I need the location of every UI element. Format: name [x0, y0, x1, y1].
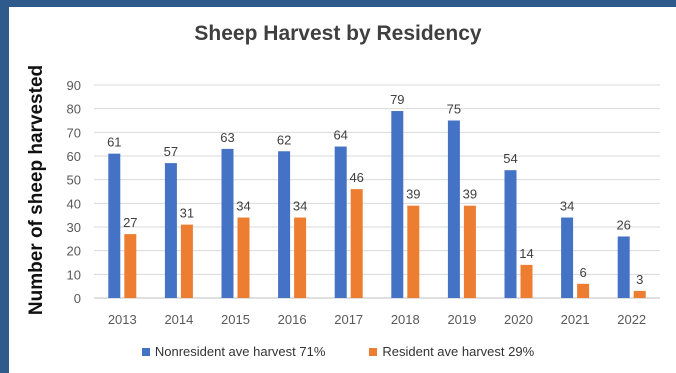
y-tick-label: 10 — [67, 267, 81, 282]
bar-resident — [577, 283, 590, 298]
data-label-resident: 27 — [123, 215, 137, 230]
x-tick-label: 2017 — [334, 312, 363, 327]
data-label-nonresident: 64 — [333, 128, 347, 143]
data-label-resident: 34 — [293, 199, 307, 214]
bar-resident — [633, 290, 646, 298]
y-tick-label: 20 — [67, 244, 81, 259]
data-label-nonresident: 75 — [447, 102, 461, 117]
y-tick-label: 30 — [67, 220, 81, 235]
data-label-nonresident: 34 — [560, 199, 574, 214]
y-tick-label: 90 — [67, 78, 81, 93]
data-label-nonresident: 63 — [220, 130, 234, 145]
bar-nonresident — [447, 120, 460, 298]
bar-nonresident — [108, 153, 121, 298]
data-label-nonresident: 57 — [164, 144, 178, 159]
data-label-resident: 6 — [579, 265, 586, 280]
x-tick-label: 2013 — [108, 312, 137, 327]
legend: Nonresident ave harvest 71% Resident ave… — [0, 344, 676, 359]
chart-title: Sheep Harvest by Residency — [194, 22, 482, 45]
data-label-resident: 3 — [636, 272, 643, 287]
x-tick-label: 2018 — [391, 312, 420, 327]
bar-nonresident — [617, 236, 630, 298]
x-tick-label: 2016 — [278, 312, 307, 327]
bar-resident — [180, 224, 193, 298]
legend-item-resident: Resident ave harvest 29% — [369, 344, 534, 359]
x-tick-label: 2022 — [617, 312, 646, 327]
bar-nonresident — [164, 163, 177, 298]
bar-resident — [520, 264, 533, 298]
bar-resident — [237, 217, 250, 298]
bar-resident — [350, 189, 363, 298]
data-label-resident: 39 — [463, 187, 477, 202]
data-label-resident: 14 — [519, 246, 533, 261]
x-tick-label: 2020 — [504, 312, 533, 327]
data-label-resident: 46 — [349, 170, 363, 185]
legend-swatch-nonresident — [141, 347, 150, 356]
bar-nonresident — [561, 217, 574, 298]
legend-label-nonresident: Nonresident ave harvest 71% — [154, 344, 326, 359]
y-tick-label: 40 — [67, 196, 81, 211]
bar-resident — [124, 234, 137, 298]
data-label-resident: 31 — [180, 206, 194, 221]
x-tick-label: 2014 — [164, 312, 193, 327]
legend-item-nonresident: Nonresident ave harvest 71% — [141, 344, 326, 359]
bar-resident — [463, 205, 476, 298]
bar-nonresident — [504, 170, 517, 298]
data-label-resident: 39 — [406, 187, 420, 202]
bar-nonresident — [391, 111, 404, 299]
bar-resident — [407, 205, 420, 298]
bar-nonresident — [334, 146, 347, 298]
x-tick-label: 2019 — [447, 312, 476, 327]
data-label-nonresident: 79 — [390, 92, 404, 107]
y-tick-label: 70 — [67, 125, 81, 140]
data-label-nonresident: 61 — [107, 135, 121, 150]
data-label-resident: 34 — [236, 199, 250, 214]
y-tick-label: 80 — [67, 102, 81, 117]
x-tick-label: 2015 — [221, 312, 250, 327]
bar-nonresident — [278, 151, 291, 298]
bar-nonresident — [221, 148, 234, 298]
y-tick-label: 50 — [67, 173, 81, 188]
legend-label-resident: Resident ave harvest 29% — [382, 344, 535, 359]
bar-resident — [294, 217, 307, 298]
data-label-nonresident: 26 — [616, 217, 630, 232]
data-label-nonresident: 62 — [277, 132, 291, 147]
x-tick-label: 2021 — [561, 312, 590, 327]
y-tick-label: 60 — [67, 149, 81, 164]
y-tick-label: 0 — [74, 291, 81, 306]
legend-swatch-resident — [369, 347, 378, 356]
data-label-nonresident: 54 — [503, 151, 517, 166]
